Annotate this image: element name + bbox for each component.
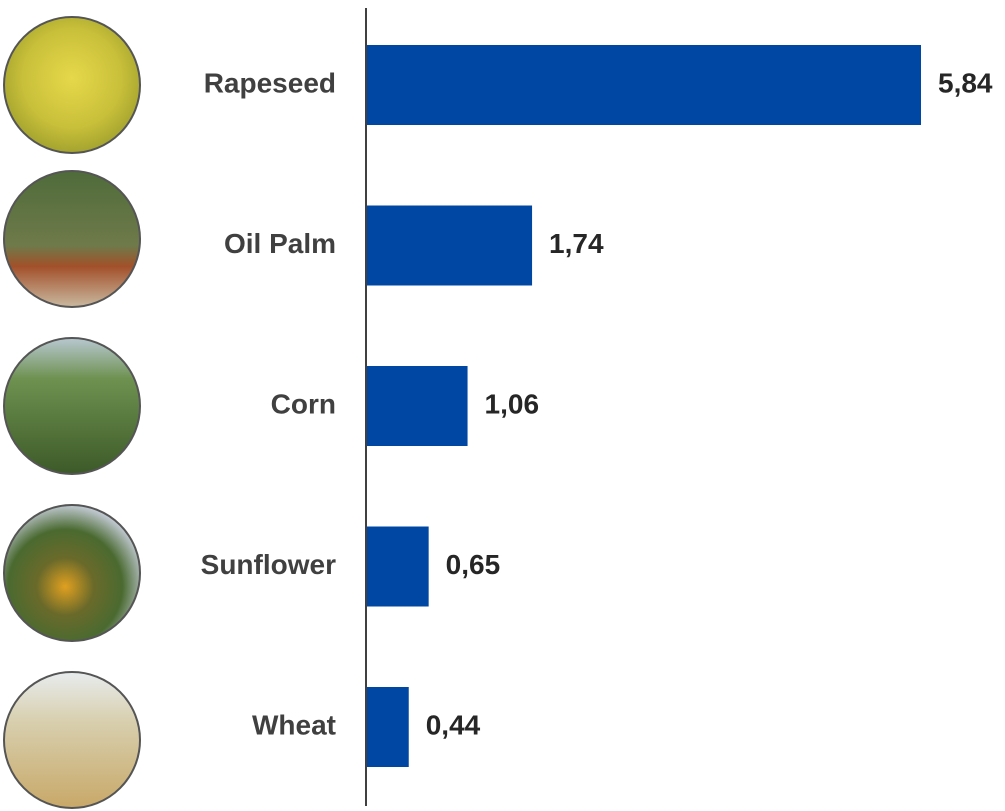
crop-photos	[3, 16, 141, 809]
bar	[367, 687, 409, 767]
category-label: Oil Palm	[224, 228, 336, 259]
oil-palm-photo	[3, 170, 141, 308]
category-label: Rapeseed	[204, 67, 336, 98]
rapeseed-photo	[3, 16, 141, 154]
value-label: 0,65	[446, 549, 501, 580]
bar	[367, 205, 533, 286]
bar	[367, 366, 468, 446]
value-label: 1,06	[485, 388, 540, 419]
category-label: Corn	[271, 388, 336, 419]
value-label: 1,74	[549, 228, 604, 259]
sunflower-photo	[3, 504, 141, 642]
value-label: 0,44	[426, 709, 481, 740]
value-label: 5,84	[938, 67, 993, 98]
corn-photo	[3, 337, 141, 475]
wheat-photo	[3, 671, 141, 809]
category-label: Sunflower	[201, 549, 336, 580]
category-label: Wheat	[252, 709, 336, 740]
bar	[367, 45, 921, 125]
bar	[367, 526, 429, 607]
